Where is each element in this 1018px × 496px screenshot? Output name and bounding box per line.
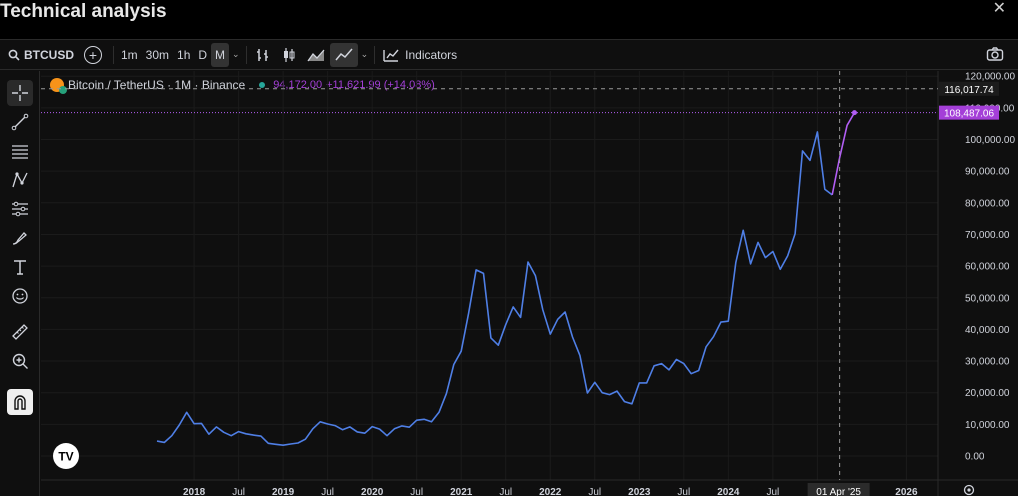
y-tick-label: 0.00 [965,452,985,463]
x-tick-label: 2024 [717,487,740,496]
y-tick-label: 120,000.00 [965,72,1015,83]
y-tick-label: 100,000.00 [965,135,1015,146]
crosshair-date-label: 01 Apr '25 [816,487,861,496]
line-chart-icon [335,48,353,60]
brush-tool-icon[interactable] [7,225,33,251]
toolbar-divider [113,45,114,64]
y-tick-label: 40,000.00 [965,325,1010,336]
x-tick-label: Jul [499,487,512,496]
crosshair-tool-icon[interactable] [7,80,33,106]
symbol-search-button[interactable]: BTCUSD [0,43,78,67]
y-tick-label: 90,000.00 [965,167,1010,178]
text-tool-icon[interactable] [7,254,33,280]
zoom-in-tool-icon[interactable] [7,348,33,374]
indicators-icon [383,49,399,62]
horizontal-lines-tool-icon[interactable] [7,138,33,164]
top-toolbar: BTCUSD + 1m 30m 1h D M ⌄ ⌄ Indicators [0,40,1018,70]
crosshair-price-label: 116,017.74 [944,85,994,96]
x-tick-label: Jul [410,487,423,496]
x-tick-label: 2018 [183,487,206,496]
price-chart[interactable]: 0.00 10,000.00 20,000.00 30,000.00 40,000.00… [0,40,1018,496]
interval-30m-button[interactable]: 30m [145,47,170,62]
area-chart-icon [307,49,325,61]
y-tick-label: 70,000.00 [965,230,1010,241]
x-tick-label: Jul [588,487,601,496]
x-tick-label: 2021 [450,487,473,496]
bars-icon [256,48,268,61]
forecast-tool-icon[interactable] [7,196,33,222]
x-tick-label: Jul [766,487,779,496]
legend-change: +11,621.99 (+14.08%) [326,79,435,91]
ruler-tool-icon[interactable] [7,319,33,345]
drawing-toolbar [0,71,40,496]
magnet-tool-icon[interactable] [7,389,33,415]
candles-style-button[interactable] [276,43,302,67]
tradingview-logo-icon [53,443,79,469]
x-tick-label: Jul [232,487,245,496]
legend-pair: Bitcoin / TetherUS · 1M · Binance [68,78,246,92]
y-tick-label: 60,000.00 [965,262,1010,273]
market-status-icon [259,82,266,88]
x-tick-label: 2022 [539,487,562,496]
tradingview-logo-text: TV [58,450,73,464]
crosshair-date-label-bg [807,483,870,496]
indicators-button[interactable]: Indicators [378,43,461,67]
toolbar-divider [245,45,247,64]
interval-m-button[interactable]: M [211,42,230,67]
price-series-line [156,131,833,447]
indicators-label: Indicators [405,47,458,62]
x-tick-label: Jul [321,487,334,496]
close-icon[interactable]: ✕ [992,0,1006,17]
camera-icon[interactable] [986,46,1004,65]
settings-gear-icon[interactable] [963,484,975,496]
x-tick-label: 2026 [895,487,918,496]
chart-widget: BTCUSD + 1m 30m 1h D M ⌄ ⌄ Indicators [0,39,1018,496]
legend-value: 94,172.00 [273,79,323,91]
y-tick-label: 20,000.00 [965,388,1010,399]
area-style-button[interactable] [302,43,330,67]
last-price-label: 108,487.06 [944,109,994,120]
forecast-series-line [831,112,856,196]
pattern-tool-icon[interactable] [7,167,33,193]
y-tick-label: 50,000.00 [965,293,1010,304]
x-tick-label: 2019 [272,487,295,496]
page-title: Technical analysis [0,1,167,22]
x-tick-label: 2020 [361,487,384,496]
y-tick-label: 30,000.00 [965,357,1010,368]
x-tick-label: 2023 [628,487,651,496]
interval-1h-button[interactable]: 1h [177,47,191,62]
y-tick-label: 80,000.00 [965,198,1010,209]
interval-d-button[interactable]: D [198,47,208,62]
emoji-tool-icon[interactable] [7,283,33,309]
line-style-button[interactable] [329,42,358,67]
symbol-label: BTCUSD [24,47,74,62]
y-tick-label: 10,000.00 [965,420,1010,431]
candles-icon [283,47,295,62]
x-tick-label: Jul [677,487,690,496]
crosshair-price-label-bg [939,81,999,96]
last-price-label-bg [939,105,999,120]
bars-style-button[interactable] [250,43,276,67]
compare-add-icon[interactable]: + [84,45,102,64]
interval-1m-button[interactable]: 1m [121,47,138,62]
interval-dropdown-chevron-icon[interactable]: ⌄ [232,49,240,59]
chart-style-chevron-icon[interactable]: ⌄ [360,49,369,59]
toolbar-divider [374,45,376,64]
trend-line-tool-icon[interactable] [7,109,33,135]
search-icon [8,49,20,61]
